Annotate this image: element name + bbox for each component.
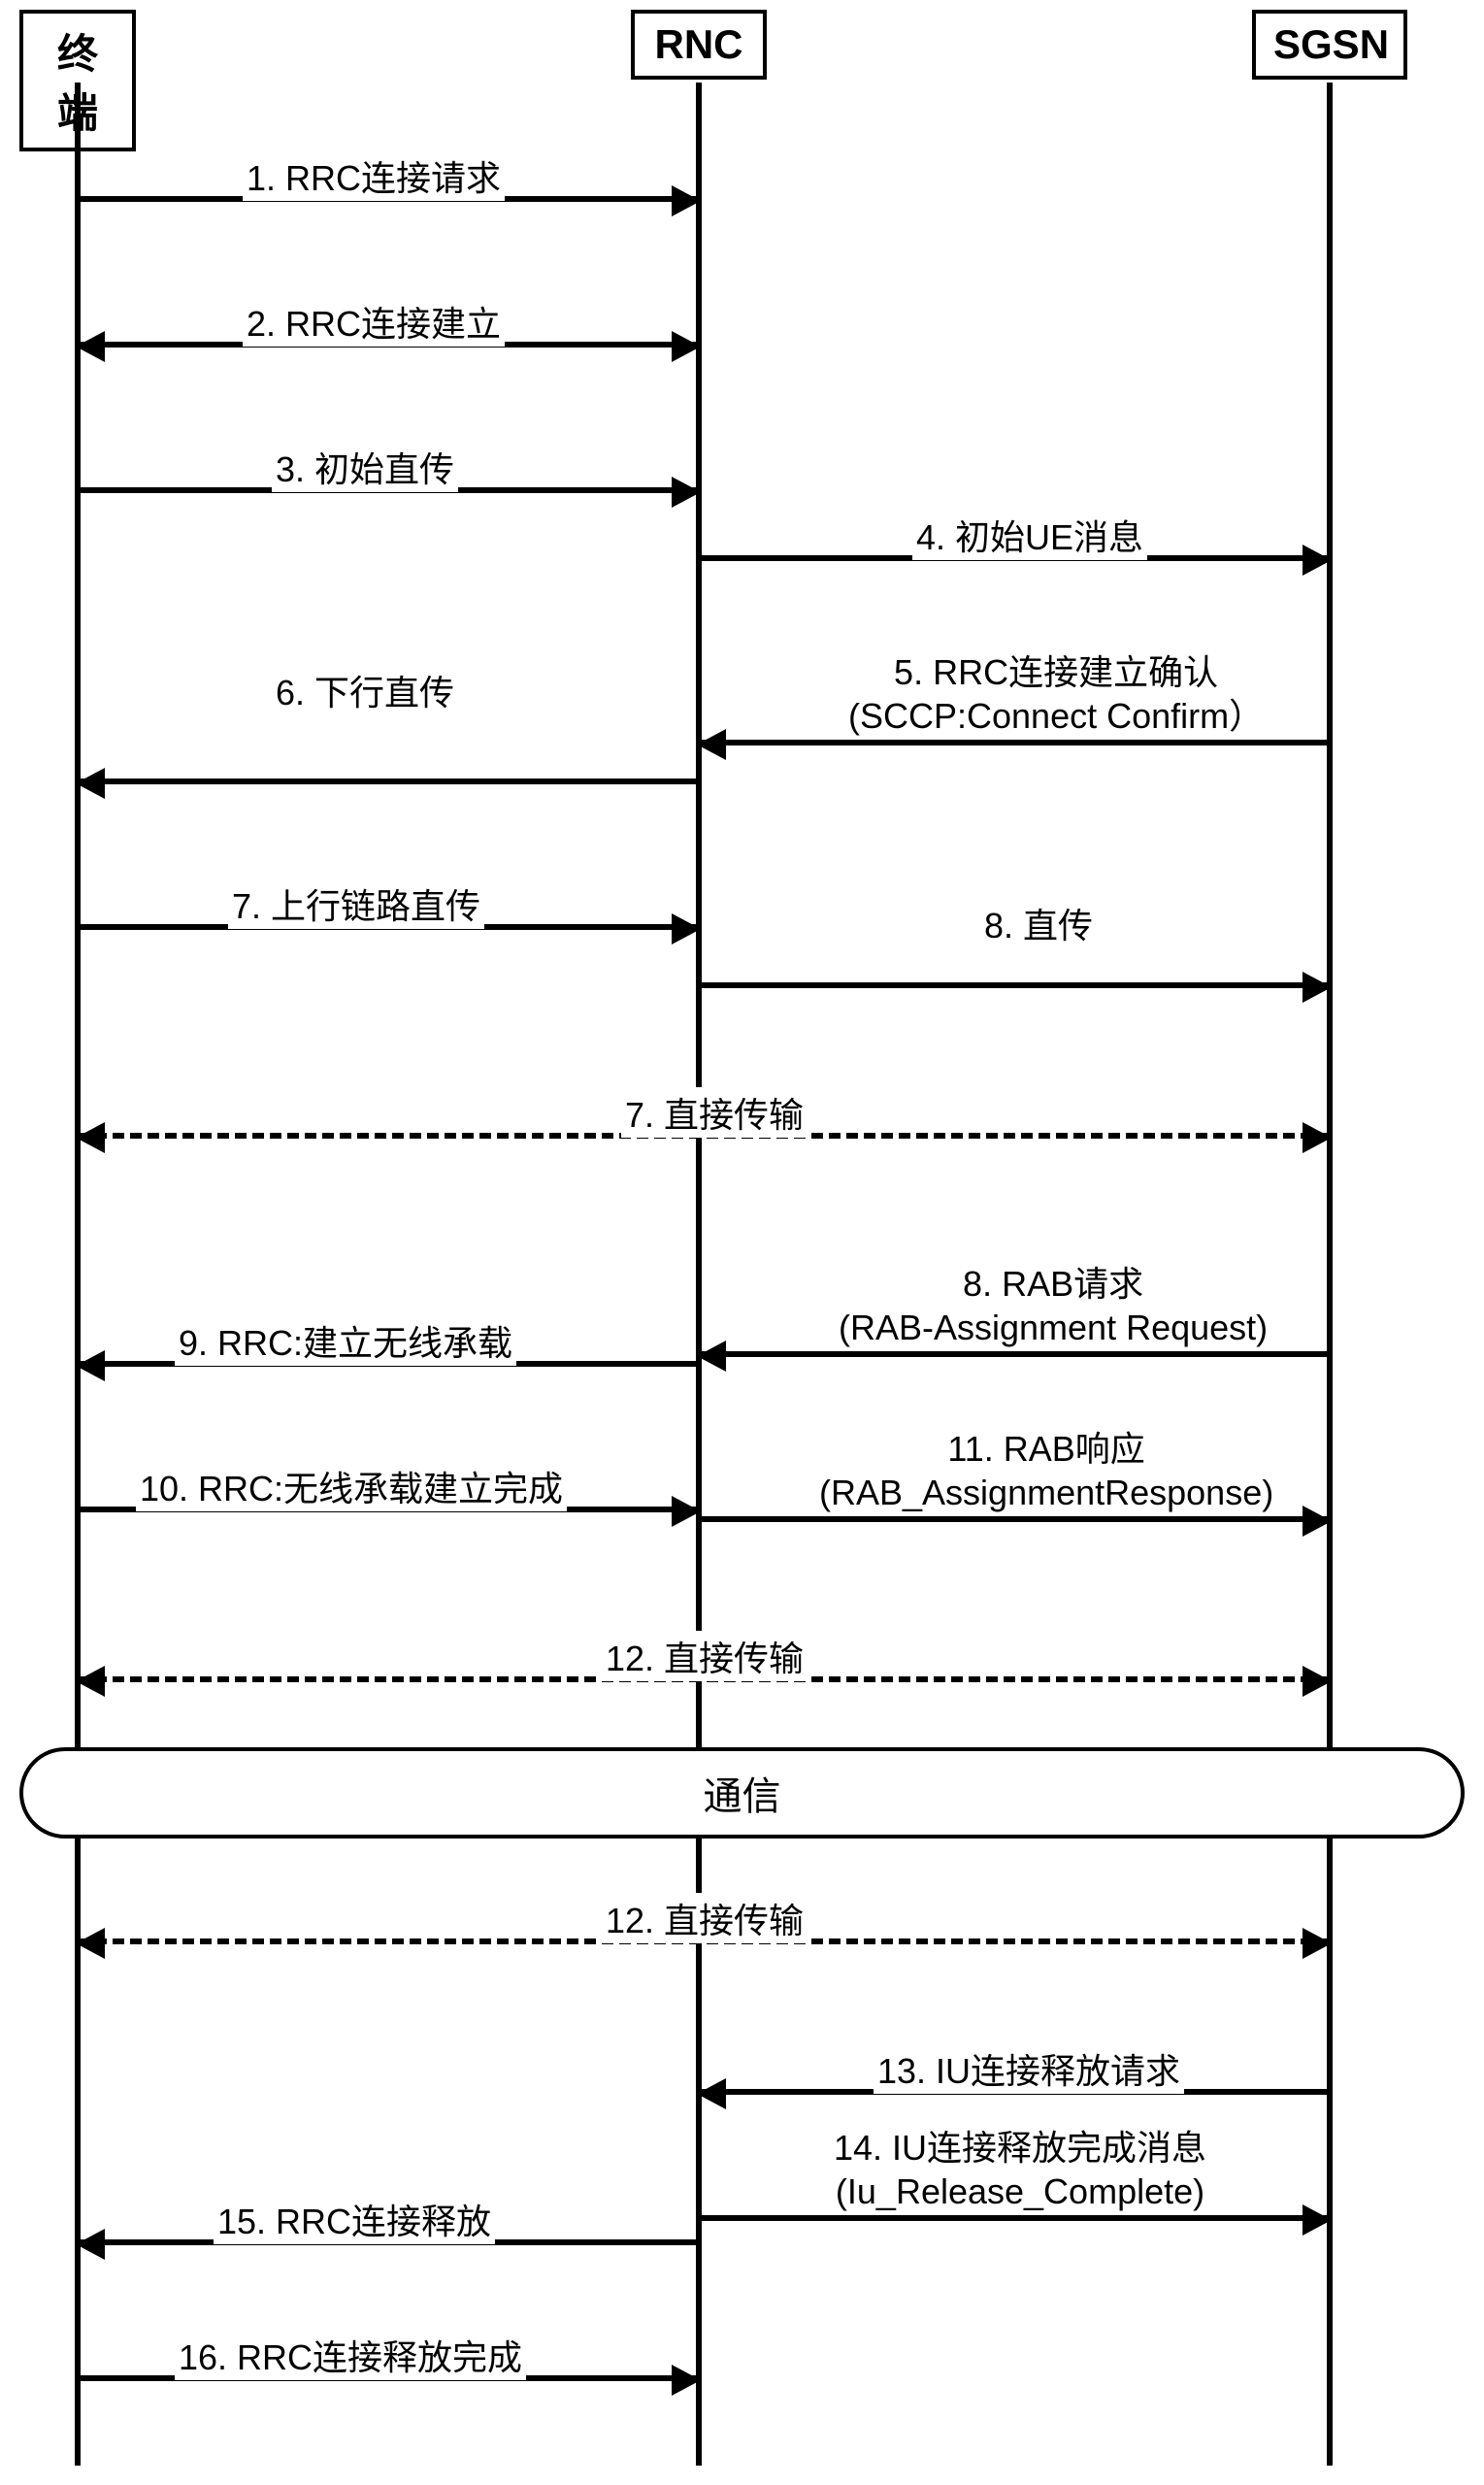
actor-label: SGSN [1273,21,1389,67]
message-label-line1: 5. RRC连接建立确认 [848,650,1264,694]
message-label-line2: (SCCP:Connect Confirm） [848,694,1264,738]
pill-label: 通信 [704,1775,781,1818]
message-label: 7. 直接传输 [621,1087,808,1138]
message-label: 15. RRC连接释放 [214,2194,495,2244]
arrowhead [1303,2204,1332,2236]
message-label: 1. RRC连接请求 [243,150,505,201]
arrowhead [672,2365,701,2396]
message-arrow [78,779,699,784]
message-label-line1: 14. IU连接释放完成消息 [834,2126,1206,2170]
message-label: 8. 直传 [980,898,1097,948]
message-label: 10. RRC:无线承载建立完成 [136,1461,567,1511]
message-label-line2: (RAB-Assignment Request) [839,1306,1268,1349]
message-label-line1: 8. RAB请求 [839,1262,1268,1306]
actor-box-rnc: RNC [631,10,767,80]
message-label: 5. RRC连接建立确认(SCCP:Connect Confirm） [844,650,1268,738]
arrowhead [672,477,701,508]
arrowhead [76,768,105,799]
arrowhead [672,1496,701,1527]
message-label-line2: (RAB_AssignmentResponse) [819,1471,1273,1514]
arrowhead [697,729,726,760]
lifeline-sgsn [1327,83,1333,2466]
arrowhead [1303,1506,1332,1537]
arrowhead [697,1341,726,1372]
message-label-line2: (Iu_Release_Complete) [834,2170,1206,2213]
message-label: 12. 直接传输 [602,1893,808,1943]
arrowhead [76,1928,105,1959]
message-label: 9. RRC:建立无线承载 [175,1315,516,1366]
message-label: 16. RRC连接释放完成 [175,2330,526,2380]
arrowhead [1303,972,1332,1003]
lifeline-terminal [75,83,81,2466]
message-label: 4. 初始UE消息 [912,510,1147,560]
arrowhead [672,185,701,216]
arrowhead [1303,1122,1332,1153]
arrowhead [1303,545,1332,576]
message-label: 6. 下行直传 [272,665,458,715]
message-label: 2. RRC连接建立 [243,296,505,347]
communication-pill: 通信 [19,1747,1465,1839]
actor-label: RNC [655,21,743,67]
arrowhead [672,331,701,362]
message-arrow [699,1516,1330,1522]
message-label-line1: 11. RAB响应 [819,1427,1273,1471]
message-arrow [699,740,1330,746]
arrowhead [76,1122,105,1153]
arrowhead [672,913,701,944]
arrowhead [76,1666,105,1697]
arrowhead [76,331,105,362]
message-label: 14. IU连接释放完成消息(Iu_Release_Complete) [830,2126,1210,2213]
arrowhead [76,1350,105,1381]
message-arrow [699,1351,1330,1357]
message-label: 3. 初始直传 [272,442,458,492]
message-label: 7. 上行链路直传 [228,878,484,929]
message-arrow [699,2215,1330,2221]
message-label: 11. RAB响应(RAB_AssignmentResponse) [815,1427,1277,1514]
arrowhead [1303,1928,1332,1959]
actor-box-sgsn: SGSN [1252,10,1407,80]
message-label: 13. IU连接释放请求 [874,2043,1184,2094]
arrowhead [76,2229,105,2260]
arrowhead [1303,1666,1332,1697]
arrowhead [697,2078,726,2109]
message-label: 12. 直接传输 [602,1631,808,1681]
message-label: 8. RAB请求(RAB-Assignment Request) [835,1262,1271,1349]
message-arrow [699,982,1330,988]
